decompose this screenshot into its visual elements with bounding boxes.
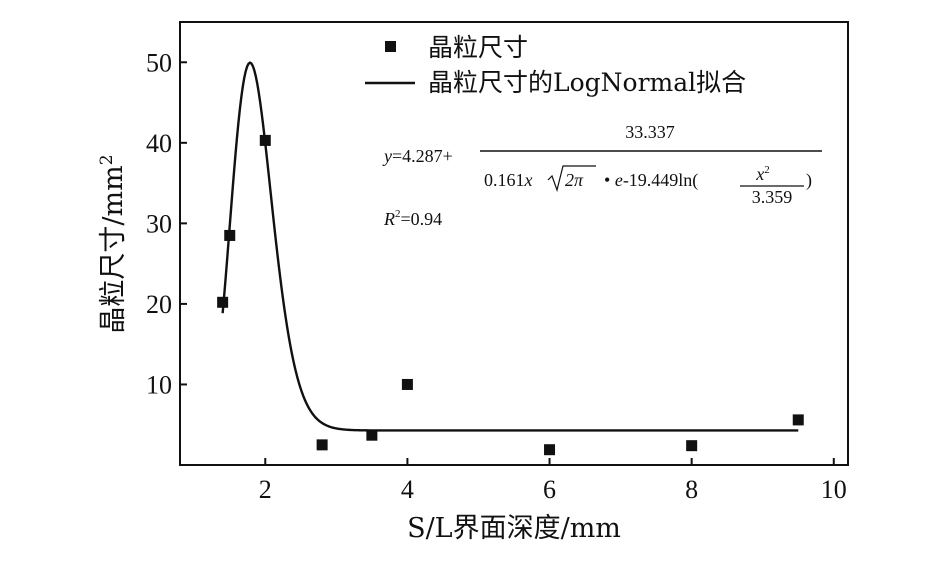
svg-text:x2: x2: [755, 164, 770, 184]
legend-label-fit: 晶粒尺寸的LogNormal拟合: [428, 68, 746, 97]
x-tick-label: 4: [401, 475, 414, 504]
r2-value: =0.94: [401, 209, 443, 229]
y-axis-title-sup: 2: [97, 154, 117, 165]
svg-text:y=4.287+: y=4.287+: [382, 146, 453, 166]
x-axis-title: S/L界面深度/mm: [407, 513, 621, 544]
eq-y: y: [382, 146, 392, 166]
r2-label: R: [383, 209, 395, 229]
svg-text:0.161x: 0.161x: [484, 170, 533, 190]
fit-equation: y=4.287+ 33.337 0.161x 2π • e-19.449ln( …: [382, 122, 822, 229]
y-tick-label: 30: [146, 209, 172, 238]
eq-den-e: e: [615, 170, 623, 190]
x-tick-label: 2: [259, 475, 272, 504]
fit-curve-line: [221, 61, 799, 432]
data-point: [224, 229, 236, 241]
y-tick-label: 20: [146, 290, 172, 319]
data-point: [792, 414, 804, 426]
data-point: [544, 444, 556, 456]
eq-den-coef: 0.161: [484, 170, 525, 190]
eq-inner-num: x: [755, 164, 764, 184]
x-tick-label: 10: [821, 475, 847, 504]
x-tick-label: 8: [685, 475, 698, 504]
data-point: [217, 296, 229, 308]
eq-close-paren: ): [806, 170, 812, 191]
data-point: [401, 378, 413, 390]
y-tick-label: 40: [146, 129, 172, 158]
data-point: [316, 439, 328, 451]
eq-den-ln: -19.449ln(: [623, 170, 699, 191]
eq-den-dot: •: [604, 170, 615, 190]
x-tick-label: 6: [543, 475, 556, 504]
legend-marker-square: [385, 41, 396, 52]
data-points: [217, 134, 804, 456]
eq-numerator: 33.337: [625, 122, 675, 142]
y-tick-label: 10: [146, 370, 172, 399]
y-tick-label: 50: [146, 48, 172, 77]
eq-inner-den: 3.359: [752, 187, 793, 207]
svg-text:R2=0.94: R2=0.94: [383, 208, 442, 229]
plot-area: [179, 21, 849, 466]
r2-sup: 2: [395, 208, 401, 220]
data-point: [686, 440, 698, 452]
eq-prefix: =4.287+: [392, 146, 453, 166]
sqrt-sign-icon: [547, 165, 596, 193]
legend: 晶粒尺寸 晶粒尺寸的LogNormal拟合: [365, 33, 746, 97]
data-point: [366, 429, 378, 441]
data-point: [259, 134, 271, 146]
eq-den-x: x: [524, 170, 533, 190]
legend-label-points: 晶粒尺寸: [428, 33, 528, 62]
y-axis-title: 晶粒尺寸/mm2: [97, 154, 129, 333]
x-axis: 2 4 6 8 10: [259, 458, 847, 504]
y-axis: 10 20 30 40 50: [146, 48, 187, 399]
svg-text:• e-19.449ln(: • e-19.449ln(: [604, 170, 698, 191]
eq-den-sqrt: 2π: [565, 170, 584, 190]
y-axis-title-main: 晶粒尺寸/mm: [98, 165, 129, 333]
eq-inner-sup: 2: [764, 164, 770, 176]
